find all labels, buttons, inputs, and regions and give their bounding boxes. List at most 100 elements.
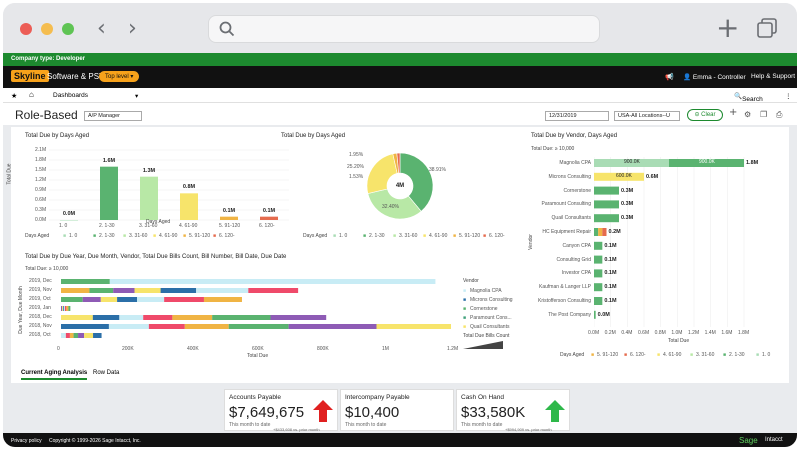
year-month-label: 2019, Jan <box>29 305 51 311</box>
print-icon[interactable]: ⎙ <box>776 110 783 119</box>
legend-swatch: ■ <box>423 233 427 239</box>
user-menu[interactable]: 👤 Emma - Controller <box>683 74 746 81</box>
pie-label-1: 38.91% <box>429 167 446 173</box>
megaphone-icon[interactable]: 📢 <box>665 74 674 81</box>
x-tick-label: 2. 1-30 <box>99 223 115 229</box>
search-label: Search <box>742 96 763 103</box>
home-icon[interactable]: ⌂ <box>29 90 34 99</box>
chevron-left-icon[interactable]: ‹ <box>97 16 106 41</box>
location-select[interactable]: USA-All Locations--U <box>614 111 680 121</box>
app-header: Skyline Software & PST Top level ▾ 📢 👤 E… <box>3 66 797 88</box>
user-name: Emma - Controller <box>692 74 746 81</box>
y-tick-label: 0.0M <box>35 217 47 223</box>
legend-swatch: ■ <box>657 352 661 358</box>
company-type-bar: Company type: Developer <box>3 53 797 66</box>
inner-label: 900.0K <box>699 159 715 165</box>
kpi-sub: This month to date <box>345 422 387 428</box>
legend-label: 3. 31-60 <box>399 233 418 239</box>
legend-label: Paramount Cons... <box>470 315 512 321</box>
plus-icon[interactable]: + <box>716 11 740 44</box>
legend-swatch: ■ <box>333 233 337 239</box>
kpi-title: Intercompany Payable <box>345 394 410 401</box>
x-tick-label: 0.8M <box>654 330 666 336</box>
add-icon[interactable]: + <box>729 107 738 118</box>
up-arrow-green-icon <box>545 400 565 422</box>
vendor-label: Quail Consultants <box>551 215 591 222</box>
legend-swatch: ■ <box>483 233 487 239</box>
kpi-accounts-payable[interactable]: Accounts Payable $7,649,675 This month t… <box>224 389 338 432</box>
bar-segment <box>164 297 204 302</box>
menu-icon[interactable]: ⋮ <box>785 93 792 100</box>
bar-segment <box>68 306 71 311</box>
dashboards-menu[interactable]: Dashboards <box>53 92 89 99</box>
skyline-logo[interactable]: Skyline <box>11 70 49 82</box>
minimize-window-button[interactable] <box>41 23 53 35</box>
bar-segment <box>594 297 603 305</box>
help-link[interactable]: Help & Support <box>751 73 796 80</box>
top-level-button[interactable]: Top level ▾ <box>99 71 140 82</box>
page-header: Role-Based A/P Manager 12/31/2019 USA-Al… <box>3 103 797 125</box>
bar-value-label: 0.1M <box>262 207 276 214</box>
bar-segment <box>143 315 173 320</box>
role-select[interactable]: A/P Manager <box>84 111 142 121</box>
bar-segment <box>602 228 607 236</box>
bar-total-label: 0.1M <box>604 298 617 304</box>
x-tick-label: 1.2M <box>688 330 700 336</box>
bar-total-label: 0.1M <box>604 284 617 291</box>
date-field[interactable]: 12/31/2019 <box>545 111 609 121</box>
search-icon <box>219 21 235 37</box>
legend-swatch: ■ <box>463 324 467 330</box>
vendor-label: Canyon CPA <box>562 242 591 249</box>
tabs-icon[interactable] <box>756 17 778 39</box>
legend-swatch: ■ <box>463 315 467 321</box>
search-link[interactable]: 🔍 Search <box>734 93 763 103</box>
dashboard-panel: Total Due by Days Aged Total Due Days Ag… <box>7 127 789 383</box>
bar-segment <box>270 315 327 320</box>
x-tick-label: 3. 31-60 <box>139 223 158 229</box>
bar-segment <box>63 306 65 311</box>
bar-segment <box>93 333 102 338</box>
clear-button[interactable]: ⊝ Clear <box>687 109 723 121</box>
browser-toolbar: ‹ › + <box>3 3 797 53</box>
bar-segment <box>669 159 744 167</box>
x-tick-label: 5. 91-120 <box>219 223 241 229</box>
bar-segment <box>61 315 93 320</box>
vendor-label: Paramount Consulting <box>541 201 591 208</box>
legend-label: 5. 91-120 <box>459 233 481 239</box>
gear-icon[interactable]: ⚙ <box>744 110 752 119</box>
kpi-intercompany-payable[interactable]: Intercompany Payable $10,400 This month … <box>340 389 454 431</box>
x-tick-label: 0.4M <box>621 330 633 336</box>
y-tick-label: 0.9M <box>35 187 47 193</box>
star-icon[interactable]: ★ <box>11 93 18 100</box>
maximize-window-button[interactable] <box>62 23 74 35</box>
kpi-value: $10,400 <box>345 404 400 421</box>
bar-segment <box>160 288 197 293</box>
bar-total-label: 0.1M <box>604 256 617 263</box>
kpi-cash-on-hand[interactable]: Cash On Hand $33,580K This month to date… <box>456 389 570 432</box>
kpi-sub: This month to date <box>229 422 271 428</box>
legend-swatch: ■ <box>213 233 217 239</box>
address-bar[interactable] <box>208 15 600 43</box>
legend-title: Days Aged <box>25 233 50 239</box>
chevron-right-icon[interactable]: › <box>128 16 137 41</box>
bar-segment <box>108 324 149 329</box>
pie-label-5: 1.53% <box>349 174 364 180</box>
top-level-label: Top level <box>105 74 129 80</box>
close-window-button[interactable] <box>20 23 32 35</box>
legend-label: 4. 61-90 <box>663 352 682 358</box>
page-title: Role-Based <box>15 108 78 122</box>
pie-center-label: 4M <box>395 183 405 189</box>
intacct-logo: Intacct <box>765 437 783 443</box>
privacy-link[interactable]: Privacy policy <box>11 438 42 444</box>
legend-label: 1. 0 <box>69 233 78 239</box>
company-type-value: Developer <box>56 56 86 62</box>
bar-segment <box>61 306 63 311</box>
legend-label: 4. 61-90 <box>159 233 178 239</box>
copy-icon[interactable]: ❐ <box>760 110 768 119</box>
tab-current-aging[interactable]: Current Aging Analysis <box>21 370 88 380</box>
x-tick-label: 800K <box>317 346 329 352</box>
chevron-down-icon[interactable]: ▾ <box>135 93 139 100</box>
bar <box>100 166 118 220</box>
legend-label: 2. 1-30 <box>99 233 115 239</box>
tab-row-data[interactable]: Row Data <box>93 370 120 376</box>
